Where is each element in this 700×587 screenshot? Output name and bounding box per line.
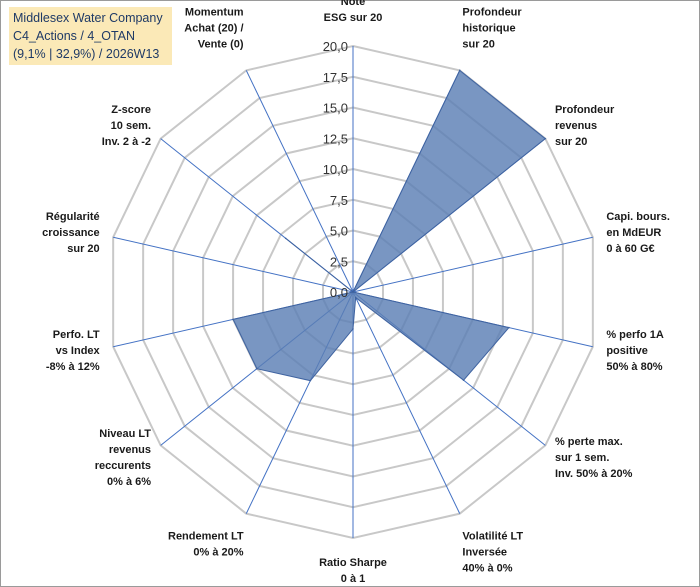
category-label-line: revenus: [109, 444, 151, 456]
category-label-line: Inv. 2 à -2: [102, 136, 151, 148]
category-label-line: en MdEUR: [606, 227, 661, 239]
axis-spoke: [245, 70, 354, 293]
tick-label: 2,5: [330, 254, 348, 269]
category-label-line: Capi. bours.: [606, 211, 670, 223]
category-label: Niveau LT revenus reccurents 0% à 6%: [95, 428, 152, 488]
data-point: [458, 69, 461, 72]
tick-label: 17,5: [323, 70, 348, 85]
category-label-line: sur 20: [462, 38, 494, 50]
title-period: (9,1% | 32,9%) / 2026W13: [13, 47, 160, 61]
title-company: Middlesex Water Company: [13, 11, 163, 25]
chart-title-box: Middlesex Water Company C4_Actions / 4_O…: [9, 7, 172, 65]
category-label-line: Achat (20) /: [184, 22, 243, 34]
category-label-line: 40% à 0%: [462, 563, 512, 575]
category-label-line: % perfo 1A: [606, 329, 664, 341]
category-label-line: Volatilité LT: [462, 531, 523, 543]
category-label: Perfo. LT vs Index -8% à 12%: [46, 329, 101, 373]
category-label-line: Profondeur: [555, 104, 615, 116]
category-label-line: 0 à 60 G€: [606, 243, 654, 255]
category-label: Ratio Sharpe 0 à 1: [319, 557, 387, 585]
tick-label: 20,0: [323, 39, 348, 54]
category-label: Régularité croissance sur 20: [42, 211, 99, 255]
axis-spoke: [352, 236, 593, 293]
axis-spoke: [352, 291, 461, 514]
category-label-line: Inv. 50% à 20%: [555, 468, 633, 480]
category-label: % perfo 1A positive 50% à 80%: [606, 329, 664, 373]
category-label-line: Note: [341, 0, 365, 8]
category-label-line: 0% à 6%: [107, 476, 151, 488]
data-point: [284, 237, 287, 240]
data-point: [544, 137, 547, 140]
category-label: % perte max. sur 1 sem. Inv. 50% à 20%: [555, 436, 633, 480]
category-label-line: Profondeur: [462, 6, 522, 18]
data-area: [232, 69, 547, 382]
category-label-line: 0 à 1: [341, 573, 365, 585]
category-label-line: Rendement LT: [168, 531, 244, 543]
category-label: Z-score 10 sem. Inv. 2 à -2: [102, 104, 151, 148]
category-label-line: 50% à 80%: [606, 361, 662, 373]
category-label-line: Perfo. LT: [53, 329, 100, 341]
category-label-line: historique: [462, 22, 515, 34]
category-label: Rendement LT 0% à 20%: [168, 531, 244, 559]
tick-label: 5,0: [330, 224, 348, 239]
category-label-line: Momentum: [185, 6, 244, 18]
category-label-line: Inversée: [462, 547, 507, 559]
category-label-line: 10 sem.: [111, 120, 151, 132]
category-label-line: 0% à 20%: [193, 547, 243, 559]
category-label-line: croissance: [42, 227, 99, 239]
data-point: [354, 296, 357, 299]
category-label: Note ESG sur 20: [324, 0, 383, 24]
category-label: Momentum Achat (20) / Vente (0): [184, 6, 244, 50]
category-label-line: sur 20: [67, 243, 99, 255]
tick-label: 10,0: [323, 162, 348, 177]
category-label-line: Z-score: [111, 104, 151, 116]
category-label: Volatilité LT Inversée 40% à 0%: [462, 531, 523, 575]
title-portfolio: C4_Actions / 4_OTAN: [13, 29, 136, 43]
data-point: [309, 379, 312, 382]
category-label-line: Niveau LT: [99, 428, 151, 440]
category-label-line: -8% à 12%: [46, 361, 100, 373]
category-label-line: % perte max.: [555, 436, 623, 448]
category-label: Profondeur historique sur 20: [462, 6, 522, 50]
category-label: Profondeur revenus sur 20: [555, 104, 615, 148]
data-point: [352, 291, 354, 293]
category-label-line: revenus: [555, 120, 597, 132]
axis-spoke: [113, 236, 354, 293]
tick-label: 0,0: [330, 285, 348, 300]
data-point: [256, 367, 258, 370]
category-label-line: vs Index: [56, 345, 101, 357]
category-label-line: ESG sur 20: [324, 12, 383, 24]
category-label-line: sur 20: [555, 136, 587, 148]
category-label-line: reccurents: [95, 460, 151, 472]
tick-label: 15,0: [323, 101, 348, 116]
category-label-line: sur 1 sem.: [555, 452, 609, 464]
category-label-line: Vente (0): [198, 38, 244, 50]
tick-label: 12,5: [323, 131, 348, 146]
category-label-line: Ratio Sharpe: [319, 557, 387, 569]
category-label: Capi. bours. en MdEUR 0 à 60 G€: [606, 211, 670, 255]
data-point: [462, 379, 465, 381]
tick-label: 7,5: [330, 193, 348, 208]
data-point: [508, 326, 510, 329]
data-point: [232, 318, 234, 321]
category-label-line: Régularité: [46, 211, 100, 223]
category-label-line: positive: [606, 345, 648, 357]
data-point: [352, 328, 354, 330]
